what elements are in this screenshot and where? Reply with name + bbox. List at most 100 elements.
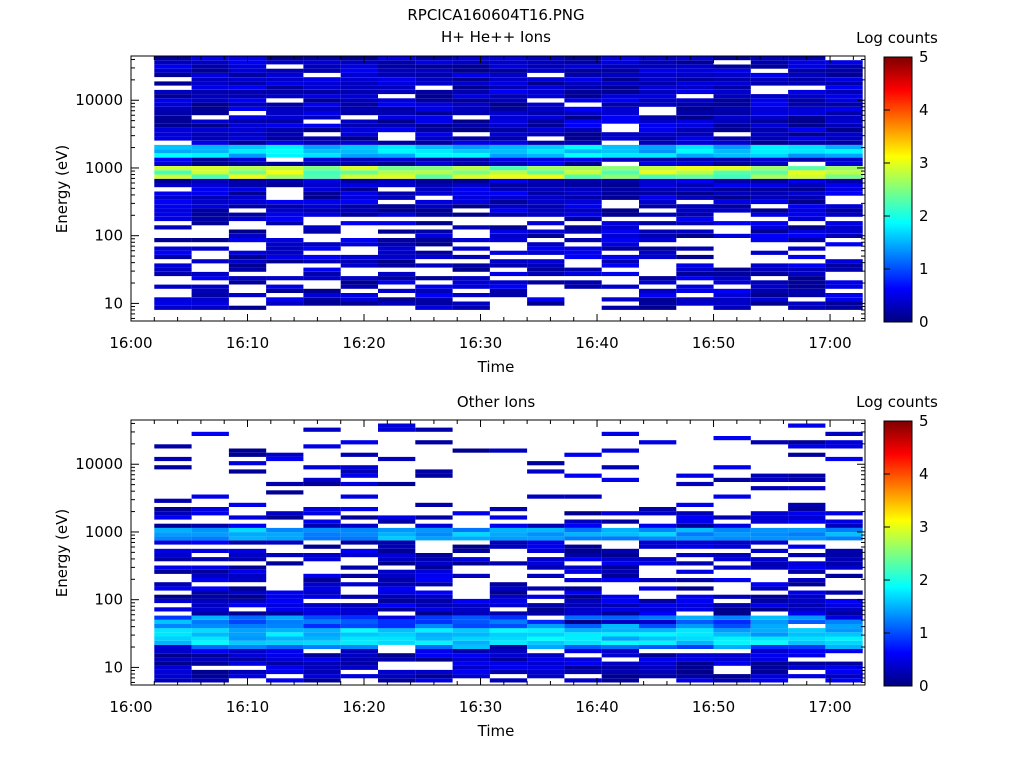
heatmap-cell xyxy=(303,208,341,213)
heatmap-cell xyxy=(750,229,789,234)
heatmap-cell xyxy=(415,624,453,629)
heatmap-cell xyxy=(527,494,565,499)
heatmap-cell xyxy=(489,68,528,73)
colorbar-tick-label: 4 xyxy=(919,465,929,483)
heatmap-cell xyxy=(303,140,341,145)
heatmap-cell xyxy=(564,586,602,591)
heatmap-cell xyxy=(266,632,304,637)
heatmap-cell xyxy=(489,586,528,591)
heatmap-cell xyxy=(378,115,416,120)
heatmap-cell xyxy=(676,204,714,209)
heatmap-cell xyxy=(489,191,528,196)
heatmap-cell xyxy=(676,195,714,200)
heatmap-cell xyxy=(228,590,267,595)
heatmap-cell xyxy=(825,444,863,449)
heatmap-cell xyxy=(788,199,826,205)
heatmap-cell xyxy=(415,644,453,649)
heatmap-cell xyxy=(340,132,378,137)
heatmap-cell xyxy=(415,178,453,183)
heatmap-cell xyxy=(415,603,453,608)
heatmap-cell xyxy=(489,89,528,95)
heatmap-cell xyxy=(713,85,751,90)
heatmap-cell xyxy=(340,276,378,281)
heatmap-cell xyxy=(378,544,416,549)
heatmap-cell xyxy=(452,598,490,604)
heatmap-cell xyxy=(527,632,565,637)
heatmap-cell xyxy=(788,553,826,558)
heatmap-cell xyxy=(415,674,453,679)
heatmap-cell xyxy=(266,590,304,595)
heatmap-cell xyxy=(564,548,602,553)
heatmap-cell xyxy=(676,661,714,666)
heatmap-cell xyxy=(676,178,714,183)
heatmap-cell xyxy=(452,548,490,553)
heatmap-cell xyxy=(191,527,229,533)
heatmap-cell xyxy=(676,263,714,268)
heatmap-cell xyxy=(340,242,378,247)
heatmap-cell xyxy=(340,144,378,150)
heatmap-cell xyxy=(527,624,565,629)
colorbar-tick-label: 0 xyxy=(919,313,929,331)
heatmap-cell xyxy=(750,263,789,268)
heatmap-cell xyxy=(564,557,602,562)
heatmap-cell xyxy=(154,225,192,230)
heatmap-cell xyxy=(415,157,453,162)
heatmap-cell xyxy=(676,81,714,86)
heatmap-cell xyxy=(154,527,192,533)
heatmap-cell xyxy=(676,153,714,158)
heatmap-cell xyxy=(601,89,639,95)
heatmap-cell xyxy=(340,653,378,658)
heatmap-cell xyxy=(676,594,714,599)
heatmap-cell xyxy=(154,72,192,78)
heatmap-cell xyxy=(415,628,453,633)
heatmap-cell xyxy=(303,653,341,658)
heatmap-cell xyxy=(154,632,192,637)
heatmap-cell xyxy=(303,174,341,179)
heatmap-cell xyxy=(154,669,192,675)
heatmap-cell xyxy=(378,532,416,537)
heatmap-cell xyxy=(750,60,789,65)
heatmap-cell xyxy=(713,98,751,103)
heatmap-cell xyxy=(564,208,602,213)
heatmap-cell xyxy=(713,632,751,637)
heatmap-cell xyxy=(378,140,416,145)
heatmap-cell xyxy=(228,548,267,553)
heatmap-cell xyxy=(713,221,751,226)
colorbar-tick-label: 3 xyxy=(919,154,929,172)
heatmap-cell xyxy=(527,174,565,179)
heatmap-cell xyxy=(788,68,826,73)
heatmap-cell xyxy=(415,187,453,192)
heatmap-cell xyxy=(564,590,602,595)
heatmap-cell xyxy=(713,195,751,200)
heatmap-cell xyxy=(415,221,453,226)
heatmap-cell xyxy=(750,297,789,302)
heatmap-cell xyxy=(750,486,789,491)
heatmap-cell xyxy=(489,532,528,537)
heatmap-cell xyxy=(452,653,490,658)
heatmap-cell xyxy=(601,238,639,243)
heatmap-cell xyxy=(639,221,677,226)
heatmap-cell xyxy=(601,77,639,82)
heatmap-cell xyxy=(713,106,751,111)
heatmap-cell xyxy=(154,540,192,545)
heatmap-cell xyxy=(266,212,304,217)
heatmap-cell xyxy=(601,594,639,599)
heatmap-cell xyxy=(378,212,416,217)
heatmap-cell xyxy=(340,212,378,217)
heatmap-cell xyxy=(191,611,229,616)
heatmap-cell xyxy=(378,229,416,234)
heatmap-cell xyxy=(825,140,863,145)
heatmap-cell xyxy=(639,624,677,629)
heatmap-cell xyxy=(378,653,416,658)
heatmap-cell xyxy=(788,423,826,428)
heatmap-cell xyxy=(676,157,714,162)
heatmap-cell xyxy=(713,494,751,499)
heatmap-cell xyxy=(228,174,267,179)
heatmap-cell xyxy=(788,486,826,491)
heatmap-cell xyxy=(750,140,789,145)
heatmap-cell xyxy=(564,166,602,171)
heatmap-cell xyxy=(415,81,453,86)
heatmap-cell xyxy=(266,136,304,141)
heatmap-cell xyxy=(340,187,378,192)
